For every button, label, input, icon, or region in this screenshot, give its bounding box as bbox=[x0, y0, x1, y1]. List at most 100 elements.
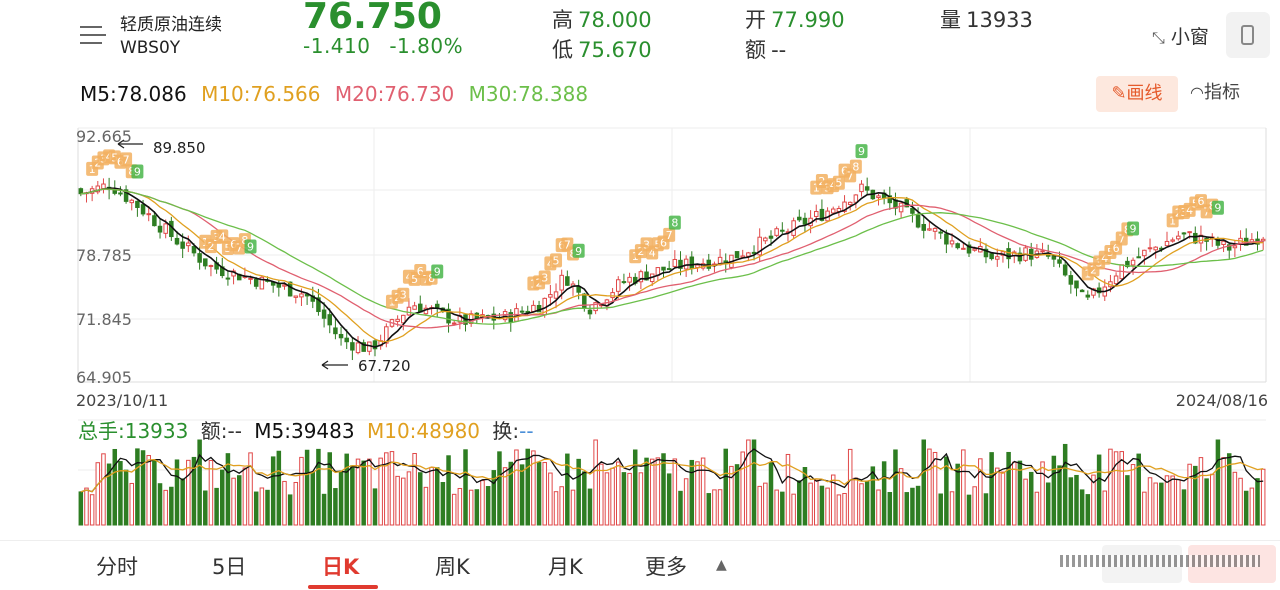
volume-bar bbox=[1215, 439, 1221, 526]
tab-weekly[interactable]: 周K bbox=[435, 555, 470, 579]
td-mark-label: 8 bbox=[428, 272, 435, 285]
volume-bars bbox=[78, 439, 1266, 526]
td-mark bbox=[120, 152, 133, 167]
candle-body bbox=[672, 258, 678, 267]
td-mark-label: 5 bbox=[835, 177, 842, 190]
volume-bar bbox=[1034, 491, 1040, 526]
turnover-value: -- bbox=[519, 419, 534, 443]
volume-bar bbox=[270, 456, 276, 526]
indicator-button[interactable]: ◠指标 bbox=[1190, 78, 1240, 104]
volume-bar bbox=[921, 439, 926, 526]
candle-body bbox=[451, 322, 457, 325]
volume-bar bbox=[757, 485, 762, 526]
active-tab-indicator bbox=[308, 585, 378, 589]
volume-bar bbox=[146, 455, 151, 526]
volume-bar bbox=[101, 453, 106, 526]
td-mark-label: 7 bbox=[847, 169, 854, 182]
volume-bar bbox=[842, 492, 847, 526]
candle-body bbox=[163, 223, 168, 234]
indicator-label: 指标 bbox=[1203, 82, 1240, 103]
volume-bar bbox=[350, 465, 355, 526]
volume-bar bbox=[893, 449, 898, 526]
volume-bar bbox=[1040, 461, 1045, 526]
candle-body bbox=[1181, 232, 1187, 235]
kline-chart[interactable]: 1234567891234567891234567891234567891234… bbox=[0, 0, 1280, 540]
volume-bar bbox=[1153, 482, 1158, 526]
tab-monthly[interactable]: 月K bbox=[548, 555, 583, 579]
volume-bar bbox=[1136, 453, 1141, 526]
chart-grid bbox=[77, 127, 1267, 526]
obscured-text bbox=[1060, 555, 1260, 567]
x-end-label: 2024/08/16 bbox=[1176, 391, 1268, 410]
candle-body bbox=[1221, 240, 1226, 245]
candle-body bbox=[1193, 232, 1198, 244]
volume-bar bbox=[1255, 478, 1260, 526]
volume-bar bbox=[864, 480, 870, 526]
float-window-button[interactable]: ⤡ 小窗 bbox=[1152, 22, 1209, 49]
volume-bar bbox=[203, 490, 208, 526]
volume-bar bbox=[531, 450, 536, 526]
candle-body bbox=[944, 233, 949, 245]
high-quote: 高 78.000 bbox=[552, 4, 652, 34]
td-mark-label: 4 bbox=[219, 230, 226, 243]
caret-up-icon[interactable]: ▲ bbox=[716, 557, 727, 573]
volume-bar bbox=[1187, 463, 1192, 526]
open-value: 77.990 bbox=[771, 8, 845, 32]
volume-bar bbox=[1125, 475, 1130, 526]
draw-line-button[interactable]: ✎画线 bbox=[1096, 76, 1178, 112]
volume-bar bbox=[774, 489, 779, 526]
volume-ma-lines bbox=[80, 448, 1264, 493]
volume-bar bbox=[1062, 443, 1068, 526]
candle-body bbox=[293, 295, 299, 298]
volume-bar bbox=[881, 461, 887, 526]
td-mark bbox=[668, 215, 681, 230]
menu-icon[interactable] bbox=[80, 22, 108, 48]
volume-bar bbox=[485, 486, 491, 526]
period-tabs: 分时 5日 日K 周K 月K 更多 ▲ bbox=[0, 540, 1280, 590]
candle-body bbox=[678, 259, 683, 269]
x-start-label: 2023/10/11 bbox=[76, 391, 168, 410]
tab-intraday[interactable]: 分时 bbox=[96, 555, 138, 579]
volume-bar bbox=[904, 492, 910, 526]
td-mark-label: 4 bbox=[1101, 252, 1108, 265]
volume-bar bbox=[746, 439, 751, 526]
td-mark bbox=[832, 175, 845, 190]
phone-rotate-icon[interactable] bbox=[1226, 12, 1270, 58]
volume-bar bbox=[1204, 478, 1209, 526]
float-window-label: 小窗 bbox=[1170, 26, 1209, 48]
tab-more[interactable]: 更多 bbox=[645, 555, 687, 579]
candle-body bbox=[157, 225, 163, 233]
volume-bar bbox=[152, 459, 157, 526]
candle-body bbox=[248, 277, 253, 280]
candle-body bbox=[1062, 264, 1068, 276]
td-mark-label: 3 bbox=[400, 289, 407, 302]
candle-body bbox=[921, 223, 926, 231]
volume-bar bbox=[836, 494, 842, 526]
volume-bar bbox=[497, 451, 502, 526]
volume-bar bbox=[814, 479, 819, 526]
volume-bar bbox=[853, 477, 859, 526]
volume-bar bbox=[372, 488, 378, 526]
volume-bar bbox=[830, 474, 836, 526]
volume-bar bbox=[995, 467, 1000, 526]
total-volume: 总手:13933 bbox=[78, 419, 189, 443]
volume-bar bbox=[870, 466, 876, 526]
volume-bar bbox=[282, 480, 287, 526]
candle-body bbox=[287, 281, 293, 297]
candle-body bbox=[299, 293, 304, 298]
volume-bar bbox=[717, 489, 723, 526]
volume-bar bbox=[378, 457, 383, 526]
ma-legend: M5:78.086 M10:76.566 M20:76.730 M30:78.3… bbox=[80, 82, 588, 106]
candle-body bbox=[1130, 259, 1136, 266]
volume-bar bbox=[265, 489, 270, 526]
tab-5day[interactable]: 5日 bbox=[212, 555, 247, 579]
volume-bar bbox=[565, 453, 570, 526]
volume-bar bbox=[502, 467, 508, 526]
volume-bar bbox=[910, 487, 915, 526]
td-mark-label: 2 bbox=[207, 240, 214, 253]
tab-daily[interactable]: 日K bbox=[322, 555, 360, 579]
candle-body bbox=[1187, 231, 1192, 234]
volume-bar bbox=[1108, 448, 1113, 526]
volume-bar bbox=[1028, 471, 1034, 526]
candle-body bbox=[225, 277, 231, 280]
